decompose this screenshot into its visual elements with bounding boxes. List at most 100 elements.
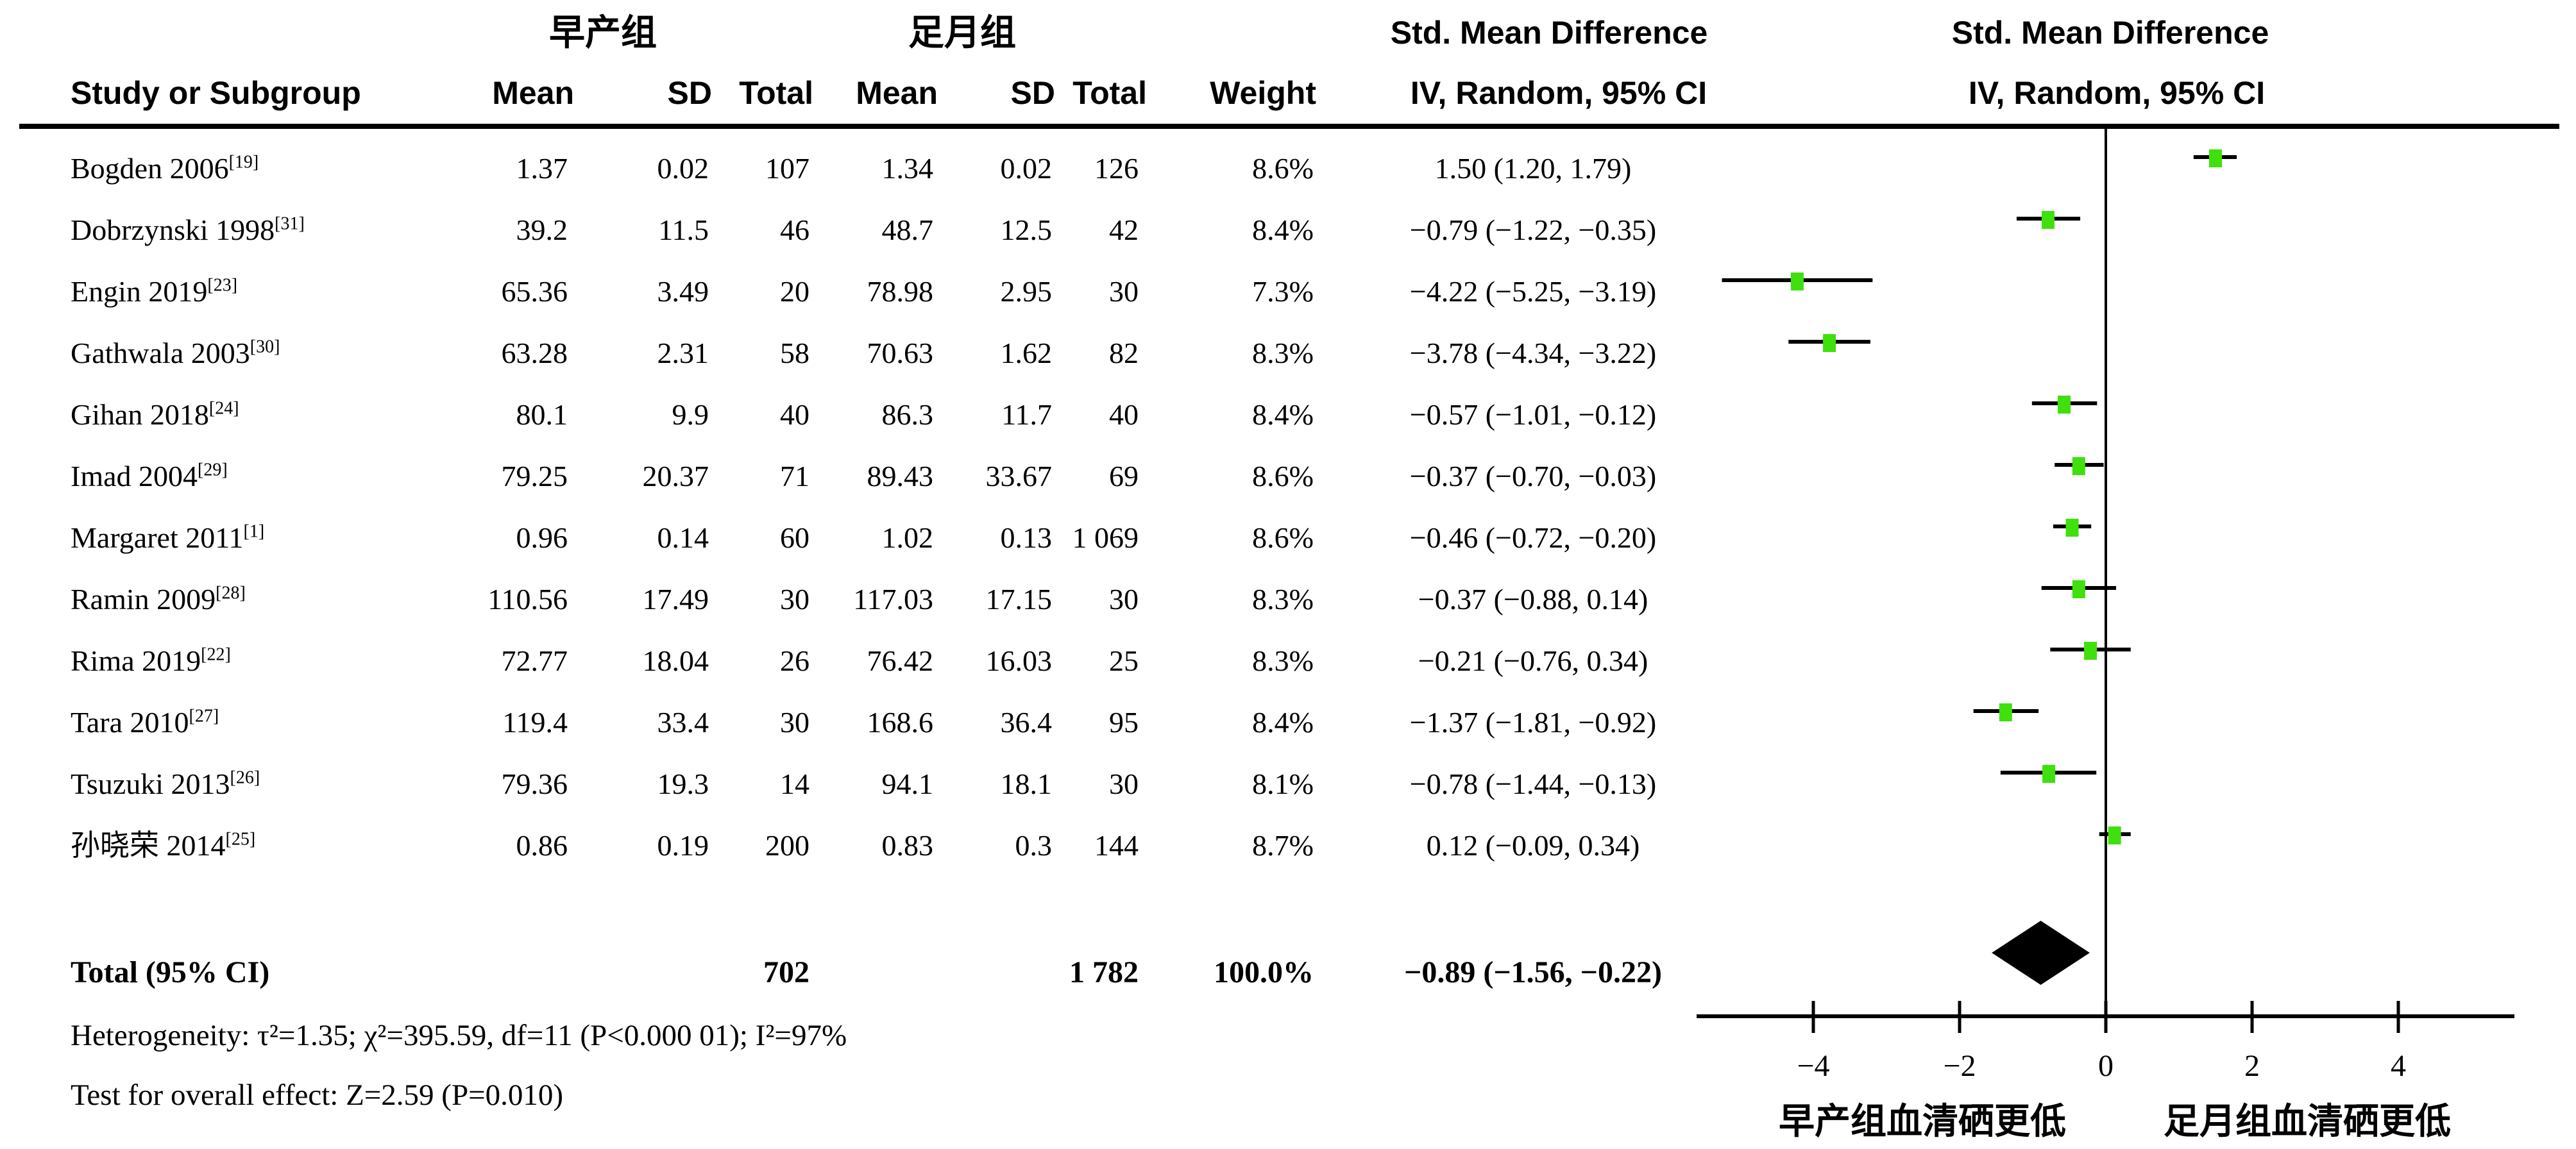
ci-text: 0.12 (−0.09, 0.34): [1426, 829, 1640, 862]
effect-marker: [1823, 334, 1836, 352]
table-row: Ramin 2009[28] 110.56 17.49 30 117.03 17.15 30…: [0, 569, 2576, 630]
total-preterm: 14: [780, 767, 809, 800]
total-preterm: 58: [780, 337, 809, 369]
sd-preterm: 3.49: [657, 275, 709, 308]
col-header-total-fullterm: Total: [1072, 75, 1147, 111]
weight-value: 8.3%: [1252, 337, 1314, 369]
total-preterm: 40: [780, 398, 809, 431]
mean-fullterm: 1.02: [881, 521, 934, 554]
mean-preterm: 110.56: [487, 583, 568, 616]
total-weight: 100.0%: [1214, 955, 1314, 989]
effect-marker: [2058, 396, 2071, 414]
heterogeneity-stats: Heterogeneity: τ²=1.35; χ²=395.59, df=11…: [71, 1019, 847, 1052]
tick-label: −4: [1797, 1049, 1829, 1083]
tick-label: 0: [2098, 1049, 2114, 1083]
total-diamond: [1992, 921, 2090, 985]
total-fullterm: 30: [1109, 583, 1139, 616]
tick-label: −2: [1943, 1049, 1976, 1083]
col-header-method-text-column: IV, Random, 95% CI: [1410, 75, 1707, 111]
weight-value: 8.6%: [1252, 521, 1314, 554]
weight-value: 8.3%: [1252, 583, 1314, 616]
col-header-mean-preterm: Mean: [492, 75, 574, 111]
ci-text: −0.21 (−0.76, 0.34): [1418, 644, 1648, 677]
weight-value: 8.6%: [1252, 460, 1314, 492]
sd-fullterm: 12.5: [1000, 214, 1053, 246]
sd-fullterm: 33.67: [985, 460, 1053, 492]
smd-title-plot-column: Std. Mean Difference: [1951, 15, 2269, 51]
total-preterm: 30: [780, 583, 809, 616]
weight-value: 8.3%: [1252, 644, 1314, 677]
sd-preterm: 17.49: [642, 583, 709, 616]
effect-marker: [2108, 826, 2121, 844]
total-preterm: 107: [765, 152, 809, 185]
xlabel-left: 早产组血清硒更低: [1779, 1101, 2066, 1141]
xlabel-right: 足月组血清硒更低: [2164, 1101, 2451, 1141]
weight-value: 8.4%: [1252, 398, 1314, 431]
header-rule: [19, 124, 2559, 129]
study-name: Tsuzuki 2013[26]: [71, 767, 260, 800]
mean-fullterm: 48.7: [881, 214, 934, 246]
mean-preterm: 119.4: [502, 706, 568, 739]
study-name: Margaret 2011[1]: [71, 521, 265, 554]
mean-fullterm: 94.1: [881, 767, 934, 800]
study-name: Gihan 2018[24]: [71, 398, 239, 431]
study-name: Tara 2010[27]: [71, 706, 219, 739]
total-fullterm: 126: [1094, 152, 1139, 185]
reference-number: [24]: [208, 398, 239, 419]
reference-number: [22]: [201, 644, 231, 665]
sd-fullterm: 0.02: [1000, 152, 1053, 185]
effect-marker: [2041, 211, 2055, 229]
effect-marker: [2072, 457, 2085, 475]
ci-text: −4.22 (−5.25, −3.19): [1409, 275, 1657, 308]
total-preterm: 200: [765, 829, 809, 862]
total-preterm: 60: [780, 521, 809, 554]
total-fullterm: 1 069: [1072, 521, 1139, 554]
table-row: Gathwala 2003[30] 63.28 2.31 58 70.63 1.62 82 8…: [0, 323, 2576, 384]
sd-preterm: 2.31: [657, 337, 709, 369]
fullterm-group-header: 足月组: [908, 12, 1016, 53]
mean-preterm: 79.36: [501, 767, 568, 800]
col-header-method-plot-column: IV, Random, 95% CI: [1968, 75, 2266, 111]
sd-preterm: 9.9: [672, 398, 709, 431]
ci-text: 1.50 (1.20, 1.79): [1434, 152, 1632, 185]
mean-preterm: 79.25: [501, 460, 568, 492]
sd-fullterm: 0.13: [1000, 521, 1053, 554]
tick-label: 2: [2244, 1049, 2260, 1083]
sd-preterm: 0.19: [657, 829, 709, 862]
effect-marker: [1999, 703, 2012, 721]
total-fullterm: 25: [1109, 644, 1139, 677]
mean-preterm: 0.86: [516, 829, 568, 862]
table-row: Rima 2019[22] 72.77 18.04 26 76.42 16.03 25 8.3…: [0, 630, 2576, 692]
total-preterm: 20: [780, 275, 809, 308]
reference-number: [28]: [216, 583, 246, 603]
total-row: Total (95% CI) 702 1 782 100.0% −0.89 (−1.56…: [0, 942, 2576, 1003]
sd-fullterm: 1.62: [1000, 337, 1053, 369]
study-name: Bogden 2006[19]: [71, 152, 259, 185]
weight-value: 8.4%: [1252, 214, 1314, 246]
total-fullterm: 42: [1109, 214, 1139, 246]
total-label: Total (95% CI): [71, 955, 270, 989]
tick-label: 4: [2391, 1049, 2406, 1083]
mean-preterm: 0.96: [516, 521, 568, 554]
mean-preterm: 1.37: [516, 152, 568, 185]
sd-fullterm: 18.1: [1000, 767, 1053, 800]
total-fullterm: 30: [1109, 767, 1139, 800]
reference-number: [26]: [230, 767, 260, 788]
col-header-sd-fullterm: SD: [1010, 75, 1055, 111]
ci-text: −0.78 (−1.44, −0.13): [1409, 767, 1657, 800]
mean-preterm: 80.1: [516, 398, 568, 431]
col-header-mean-fullterm: Mean: [856, 75, 938, 111]
col-header-total-preterm: Total: [739, 75, 813, 111]
reference-number: [25]: [225, 829, 256, 850]
reference-number: [23]: [207, 275, 238, 296]
table-row: Dobrzynski 1998[31] 39.2 11.5 46 48.7 12.5 42 8…: [0, 199, 2576, 261]
col-header-sd-preterm: SD: [667, 75, 712, 111]
study-name: Rima 2019[22]: [71, 644, 231, 677]
mean-fullterm: 0.83: [881, 829, 934, 862]
ci-text: −0.57 (−1.01, −0.12): [1409, 398, 1657, 431]
total-preterm: 26: [780, 644, 809, 677]
ci-text: −0.46 (−0.72, −0.20): [1409, 521, 1657, 554]
table-row: Imad 2004[29] 79.25 20.37 71 89.43 33.67 69 8.6…: [0, 446, 2576, 507]
table-row: Gihan 2018[24] 80.1 9.9 40 86.3 11.7 40 8.4% −0.…: [0, 384, 2576, 446]
